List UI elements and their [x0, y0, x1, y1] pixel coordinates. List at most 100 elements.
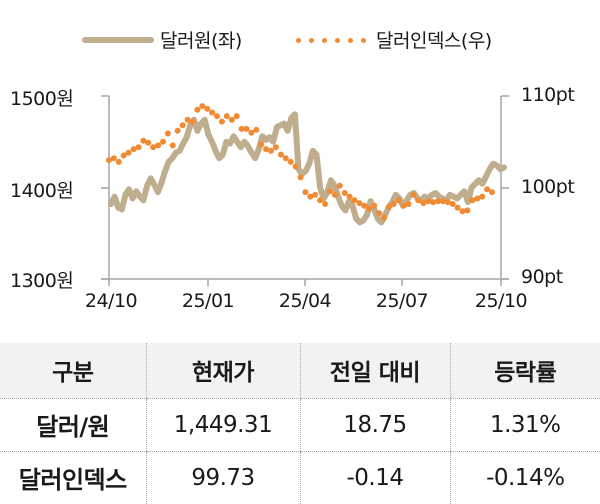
dxy-data-point	[258, 141, 265, 148]
dxy-data-point	[204, 105, 211, 112]
quote-table: 구분 현재가 전일 대비 등락률 달러/원 1,449.31 18.75 1.3…	[0, 343, 600, 504]
dxy-data-point	[297, 174, 304, 181]
x-tick-2501: 25/01	[181, 290, 235, 312]
dxy-data-point	[110, 155, 117, 162]
dxy-data-point	[464, 207, 471, 214]
table-row: 달러인덱스 99.73 -0.14 -0.14%	[0, 451, 600, 504]
axes	[101, 95, 509, 286]
cell-price: 99.73	[145, 451, 300, 504]
dxy-data-point	[489, 189, 495, 196]
dxy-data-point	[346, 193, 353, 200]
dxy-data-point	[277, 151, 284, 158]
dxy-data-point	[302, 189, 309, 196]
dxy-data-point	[307, 193, 314, 200]
dxy-data-point	[454, 204, 461, 211]
krw-legend-swatch	[82, 37, 154, 43]
dxy-data-point	[341, 190, 348, 196]
cell-rate: 1.31%	[449, 398, 600, 452]
dxy-data-point	[361, 202, 368, 209]
dxy-data-point	[223, 113, 230, 120]
exchange-rate-chart	[101, 95, 509, 286]
left-tick-1500: 1500원	[10, 88, 74, 110]
left-tick-1300: 1300원	[10, 270, 74, 292]
x-tick-2510: 25/10	[474, 290, 528, 312]
dxy-data-point	[243, 125, 250, 132]
dxy-data-point	[238, 125, 245, 132]
dxy-data-point	[160, 138, 166, 145]
dxy-data-point	[130, 146, 137, 153]
dxy-data-point	[400, 202, 407, 209]
dxy-data-point	[312, 191, 319, 198]
left-tick-1400: 1400원	[10, 180, 74, 202]
dxy-data-point	[140, 137, 147, 144]
dxy-legend-label: 달러인덱스(우)	[376, 30, 492, 52]
dxy-data-point	[189, 118, 196, 125]
x-tick-2410: 24/10	[84, 290, 138, 312]
dxy-data-point	[194, 106, 201, 113]
dxy-data-point	[272, 144, 279, 151]
dxy-data-point	[385, 203, 392, 210]
dxy-data-point	[155, 142, 162, 149]
header-price: 현재가	[145, 343, 300, 399]
dxy-data-point	[169, 142, 176, 149]
krw-series-line	[108, 111, 507, 226]
dxy-data-point	[439, 198, 446, 205]
krw-legend-label: 달러원(좌)	[160, 30, 242, 52]
table-row: 달러/원 1,449.31 18.75 1.31%	[0, 398, 600, 452]
dxy-data-point	[351, 197, 358, 204]
dxy-data-point	[469, 197, 476, 204]
cell-rate: -0.14%	[449, 451, 600, 504]
cell-price: 1,449.31	[145, 398, 300, 452]
dxy-data-point	[327, 188, 333, 195]
dxy-data-point	[336, 182, 343, 189]
dxy-data-point	[395, 197, 402, 204]
dxy-data-point	[484, 186, 491, 193]
dxy-data-point	[233, 113, 240, 120]
dxy-data-point	[199, 103, 206, 110]
header-change: 전일 대비	[299, 343, 450, 399]
dxy-data-point	[449, 201, 456, 207]
header-category: 구분	[0, 343, 146, 399]
dxy-data-point	[120, 152, 127, 159]
dxy-data-point	[444, 199, 451, 206]
dxy-data-point	[366, 205, 373, 212]
dxy-data-point	[425, 198, 432, 205]
dxy-data-point	[410, 191, 417, 198]
dxy-data-point	[405, 201, 412, 207]
dxy-data-point	[287, 158, 294, 165]
dxy-data-point	[174, 127, 181, 134]
dxy-data-point	[115, 158, 122, 165]
right-tick-100: 100pt	[521, 176, 575, 198]
dxy-data-point	[376, 210, 383, 217]
dxy-data-point	[164, 130, 171, 137]
dxy-data-point	[263, 146, 270, 153]
dxy-data-point	[106, 157, 112, 164]
dxy-data-point	[228, 116, 235, 123]
dxy-data-point	[292, 163, 299, 170]
dxy-data-point	[430, 199, 437, 206]
dxy-data-point	[145, 139, 152, 146]
dxy-data-point	[248, 129, 255, 136]
dxy-data-point	[371, 202, 378, 209]
dxy-data-point	[415, 197, 422, 204]
dxy-data-point	[381, 214, 387, 221]
dxy-data-point	[125, 149, 132, 156]
dxy-data-point	[184, 116, 191, 123]
dxy-data-point	[282, 155, 289, 162]
dxy-data-point	[209, 109, 216, 116]
dxy-data-point	[179, 122, 186, 129]
x-tick-2507: 25/07	[375, 290, 429, 312]
dxy-data-point	[322, 201, 329, 207]
header-rate: 등락률	[449, 343, 600, 399]
dxy-series-dots	[106, 103, 495, 221]
row-label: 달러/원	[0, 398, 146, 452]
right-tick-110: 110pt	[521, 84, 575, 106]
dxy-legend-swatch	[296, 38, 368, 44]
dxy-data-point	[420, 200, 427, 207]
dxy-data-point	[253, 126, 260, 133]
dxy-data-point	[214, 113, 220, 120]
dxy-data-point	[479, 193, 486, 200]
table-header-row: 구분 현재가 전일 대비 등락률	[0, 343, 600, 399]
dxy-data-point	[268, 147, 274, 154]
right-tick-90: 90pt	[521, 266, 563, 288]
